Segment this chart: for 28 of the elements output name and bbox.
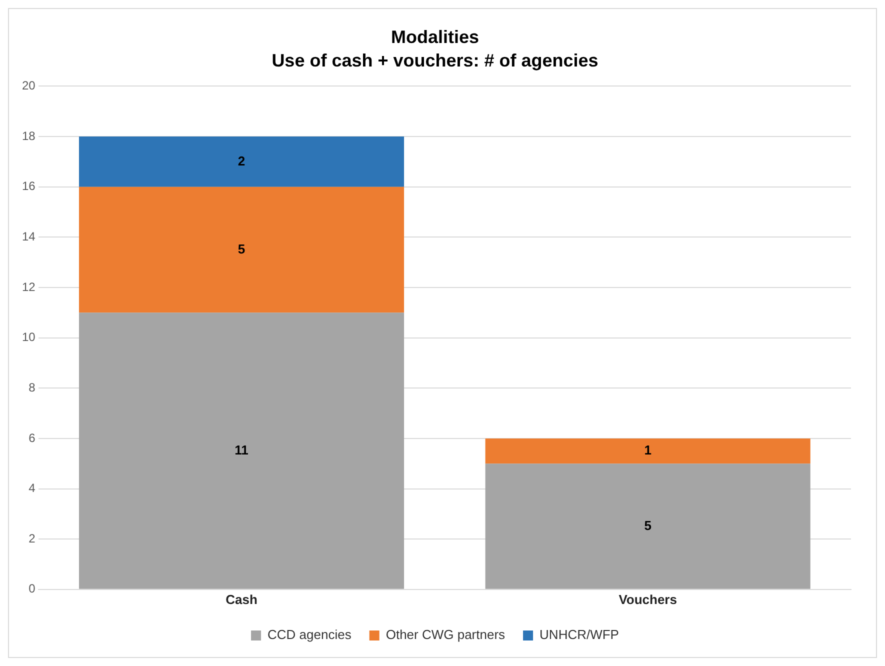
x-tick-label: Cash [226, 592, 258, 607]
y-tick-label: 4 [28, 481, 36, 496]
legend-label: UNHCR/WFP [540, 627, 619, 642]
chart-subtitle: Use of cash + vouchers: # of agencies [272, 50, 598, 70]
legend-label: Other CWG partners [386, 627, 506, 642]
data-label: 5 [238, 241, 246, 256]
bar [485, 438, 810, 464]
y-tick-label: 6 [28, 430, 36, 445]
data-label: 11 [234, 442, 248, 458]
y-tick-label: 12 [22, 280, 36, 294]
data-label: 5 [644, 518, 652, 533]
y-tick-label: 10 [22, 330, 36, 344]
data-label: 2 [238, 153, 246, 168]
bar [485, 464, 810, 589]
y-tick-label: 20 [22, 78, 36, 93]
y-tick-label: 0 [28, 582, 36, 596]
x-tick-label: Vouchers [618, 592, 677, 607]
data-label: 1 [644, 442, 652, 458]
bar [78, 186, 404, 313]
chart-title: Modalities [390, 26, 480, 47]
y-tick-label: 8 [28, 380, 36, 394]
bar [78, 312, 404, 589]
bar [78, 136, 404, 187]
y-tick-label: 18 [22, 128, 36, 143]
y-tick-label: 14 [22, 229, 36, 244]
legend-label: CCD agencies [268, 627, 352, 642]
y-tick-label: 2 [28, 531, 36, 546]
y-tick-label: 16 [22, 179, 36, 194]
